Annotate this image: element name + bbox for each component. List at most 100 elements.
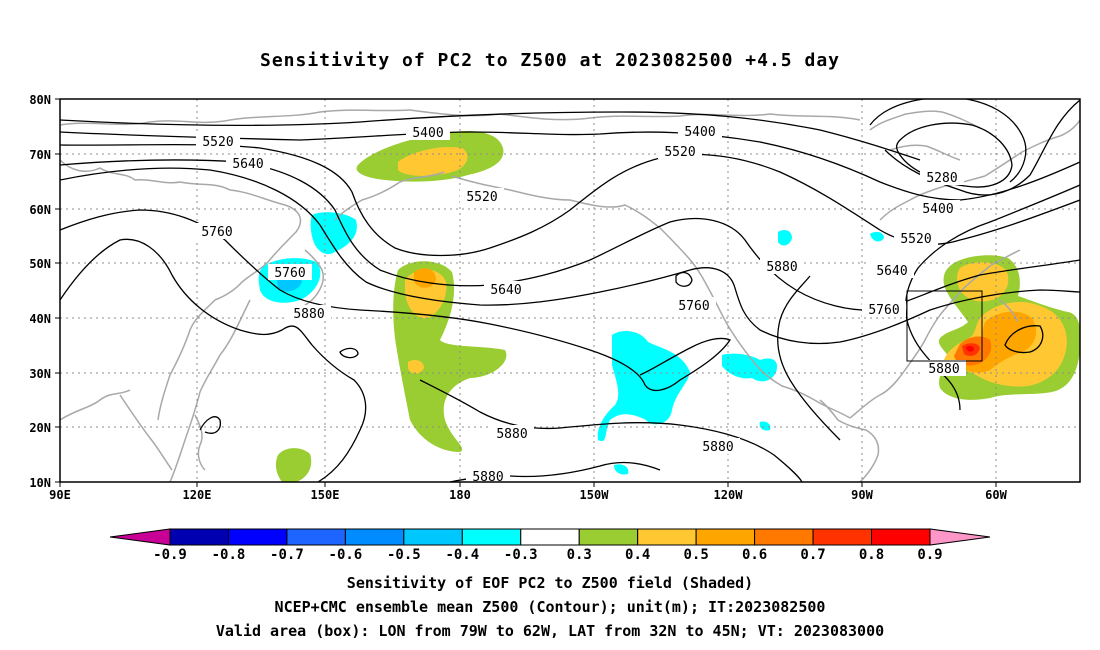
- map-title: Sensitivity of PC2 to Z500 at 2023082500…: [259, 50, 840, 71]
- colorbar-label: -0.6: [329, 547, 363, 563]
- contour-label: 5640: [870, 262, 914, 279]
- lat-tick-label: 60N: [29, 203, 51, 217]
- colorbar-label: -0.7: [270, 547, 304, 563]
- svg-text:5760: 5760: [678, 299, 709, 314]
- lat-tick-label: 50N: [29, 257, 51, 271]
- colorbar-label: 0.6: [742, 547, 767, 563]
- svg-text:5400: 5400: [684, 125, 715, 140]
- contour-label: 5760: [862, 301, 906, 318]
- shade-negative-small-1: [759, 421, 771, 431]
- contour-label: 5880: [922, 360, 966, 377]
- contour-label: 5880: [287, 305, 331, 322]
- svg-text:5880: 5880: [702, 440, 733, 455]
- colorbar-label: -0.5: [387, 547, 421, 563]
- caption-line-1: Sensitivity of EOF PC2 to Z500 field (Sh…: [346, 574, 754, 592]
- svg-text:5280: 5280: [926, 171, 957, 186]
- svg-text:5760: 5760: [274, 266, 305, 281]
- svg-text:5520: 5520: [202, 135, 233, 150]
- lon-axis: 90E 120E 150E 180 150W 120W 90W 60W: [49, 482, 1008, 502]
- caption-line-3: Valid area (box): LON from 79W to 62W, L…: [215, 622, 885, 640]
- lat-axis: 80N 70N 60N 50N 40N 30N 20N 10N: [29, 93, 60, 490]
- colorbar-swatch: [520, 528, 580, 546]
- svg-text:5880: 5880: [496, 427, 527, 442]
- colorbar-swatch: [695, 528, 756, 546]
- contour-label: 5280: [920, 169, 964, 186]
- colorbar-label: 0.7: [800, 547, 825, 563]
- colorbar-label: 0.4: [625, 547, 650, 563]
- lon-tick-label: 120W: [714, 488, 744, 502]
- colorbar-label: 0.3: [567, 547, 592, 563]
- svg-text:5520: 5520: [466, 190, 497, 205]
- contour-label: 5880: [466, 469, 510, 485]
- colorbar-label: -0.3: [504, 547, 538, 563]
- svg-text:5640: 5640: [876, 264, 907, 279]
- contour-label: 5400: [406, 124, 450, 141]
- contour-label: 5760: [268, 264, 312, 281]
- colorbar-left-arrow: [109, 528, 171, 546]
- svg-text:5760: 5760: [201, 225, 232, 240]
- contour-label: 5640: [226, 155, 270, 172]
- svg-text:5520: 5520: [900, 232, 931, 247]
- svg-text:5400: 5400: [922, 202, 953, 217]
- svg-text:5880: 5880: [766, 260, 797, 275]
- svg-text:5880: 5880: [293, 307, 324, 322]
- shade-negative-gulf-california: [778, 230, 792, 246]
- colorbar-swatch: [169, 528, 229, 546]
- svg-text:5760: 5760: [868, 303, 899, 318]
- lat-tick-label: 30N: [29, 367, 51, 381]
- shade-negative-east-pacific-small: [722, 353, 778, 382]
- colorbar-swatch: [227, 528, 288, 546]
- lat-tick-label: 20N: [29, 421, 51, 435]
- lon-tick-label: 150E: [311, 488, 340, 502]
- caption-line-2: NCEP+CMC ensemble mean Z500 (Contour); u…: [274, 598, 826, 616]
- coastlines: [60, 109, 1080, 482]
- colorbar-swatch: [461, 528, 522, 546]
- lon-tick-label: 60W: [985, 488, 1007, 502]
- lon-tick-label: 150W: [580, 488, 610, 502]
- colorbar-label: -0.9: [153, 547, 187, 563]
- contour-label: 5520: [894, 230, 938, 247]
- valid-area-box: [906, 290, 983, 362]
- contour-label: 5760: [195, 223, 239, 240]
- lon-tick-label: 90W: [851, 488, 873, 502]
- contour-label: 5400: [678, 123, 722, 140]
- shade-positive-atlantic-max: [966, 346, 974, 352]
- svg-text:5640: 5640: [490, 283, 521, 298]
- colorbar-swatch: [754, 528, 814, 546]
- shade-negative-japan-north: [310, 212, 357, 255]
- colorbar-label: 0.5: [683, 547, 708, 563]
- shaded-regions: [258, 130, 1080, 482]
- contour-label: 5520: [658, 143, 702, 160]
- shade-positive-central-pacific-mid: [408, 360, 424, 374]
- colorbar-label: 0.9: [917, 547, 942, 563]
- colorbar-label: -0.4: [445, 547, 479, 563]
- svg-text:5880: 5880: [472, 470, 503, 485]
- colorbar-label: -0.8: [212, 547, 246, 563]
- lon-tick-label: 120E: [183, 488, 212, 502]
- lat-tick-label: 40N: [29, 312, 51, 326]
- contour-label: 5880: [760, 258, 804, 275]
- colorbar-swatch: [344, 528, 405, 546]
- contour-label: 5880: [696, 438, 740, 455]
- shade-positive-west-pacific: [275, 448, 312, 482]
- contour-labels: 5520 5640 5760 5760 5880 5400 5520 5640 …: [195, 123, 966, 485]
- colorbar-swatch: [286, 528, 346, 546]
- svg-text:5400: 5400: [412, 126, 443, 141]
- colorbar-swatch: [812, 528, 873, 546]
- svg-text:5520: 5520: [664, 145, 695, 160]
- shade-negative-small-3: [870, 231, 884, 242]
- svg-text:5880: 5880: [928, 362, 959, 377]
- contour-label: 5760: [672, 297, 716, 314]
- colorbar-right-arrow: [929, 528, 991, 546]
- colorbar-swatch: [637, 528, 697, 546]
- lat-tick-label: 80N: [29, 93, 51, 107]
- colorbar-swatch: [871, 528, 931, 546]
- shade-negative-small-2: [614, 464, 629, 475]
- colorbar-label: 0.8: [859, 547, 884, 563]
- contour-label: 5400: [916, 200, 960, 217]
- contour-label: 5520: [196, 133, 240, 150]
- lat-tick-label: 10N: [29, 476, 51, 490]
- map-border: [59, 98, 1081, 483]
- contour-label: 5520: [460, 188, 504, 205]
- contour-label: 5640: [484, 281, 528, 298]
